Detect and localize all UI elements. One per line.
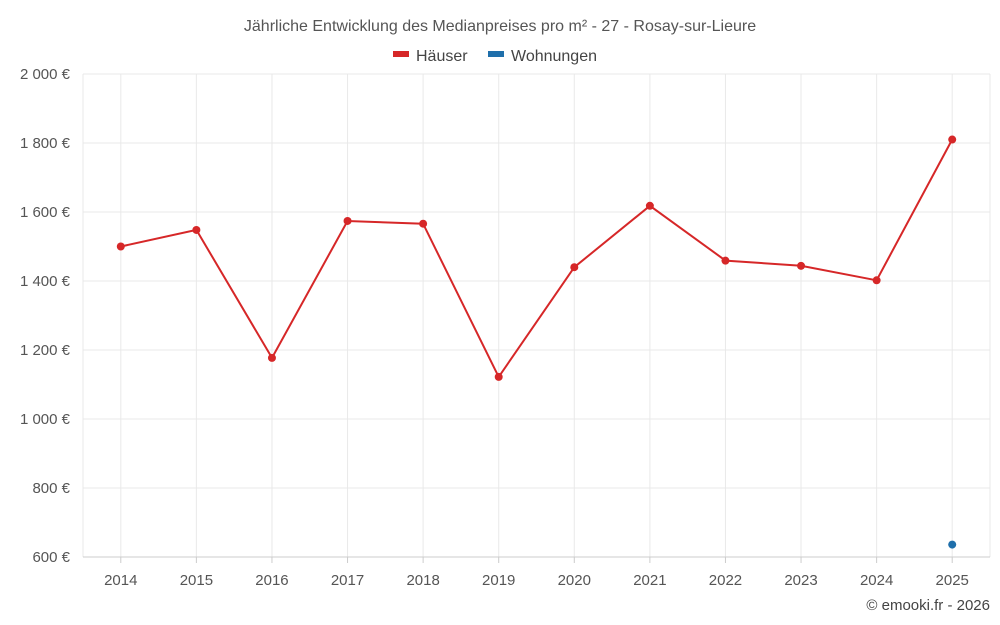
- y-tick-label: 1 400 €: [20, 273, 71, 290]
- y-tick-label: 2 000 €: [20, 66, 71, 83]
- data-point[interactable]: [797, 261, 806, 270]
- y-tick-label: 1 200 €: [20, 342, 71, 359]
- y-tick-label: 800 €: [32, 480, 70, 497]
- x-tick-label: 2018: [406, 572, 439, 589]
- series-wohnungen: [948, 540, 957, 549]
- data-point[interactable]: [645, 201, 654, 210]
- data-point[interactable]: [343, 216, 352, 225]
- series-haeuser: [116, 135, 957, 381]
- series-layer: [116, 135, 957, 549]
- series-line: [120, 139, 954, 379]
- data-point[interactable]: [948, 135, 957, 144]
- x-tick-label: 2025: [936, 572, 969, 589]
- data-point[interactable]: [419, 219, 428, 228]
- x-tick-label: 2020: [558, 572, 591, 589]
- data-point[interactable]: [872, 276, 881, 285]
- y-tick-label: 600 €: [32, 549, 70, 566]
- y-tick-label: 1 800 €: [20, 135, 71, 152]
- x-tick-label: 2017: [331, 572, 364, 589]
- data-point[interactable]: [192, 225, 201, 234]
- x-tick-label: 2016: [255, 572, 288, 589]
- x-tick-label: 2014: [104, 572, 137, 589]
- x-tick-label: 2015: [180, 572, 213, 589]
- grid: [82, 73, 991, 558]
- legend: Häuser Wohnungen: [393, 48, 597, 65]
- x-tick-label: 2024: [860, 572, 893, 589]
- data-point[interactable]: [948, 540, 957, 549]
- data-point[interactable]: [494, 372, 503, 381]
- legend-swatch: [393, 51, 409, 57]
- data-point[interactable]: [116, 242, 125, 251]
- data-point[interactable]: [267, 353, 276, 362]
- y-axis: 600 € 800 € 1 000 € 1 200 € 1 400 € 1 600 € 1 …: [20, 66, 71, 566]
- x-tick-label: 2022: [709, 572, 742, 589]
- x-tick-label: 2023: [784, 572, 817, 589]
- x-tick-label: 2019: [482, 572, 515, 589]
- legend-swatch: [488, 51, 504, 57]
- y-tick-label: 1 000 €: [20, 411, 71, 428]
- x-axis: 2014 2015 2016 2017 2018 2019 2020 2021 2022 2023…: [104, 557, 969, 589]
- legend-item[interactable]: Häuser: [416, 48, 468, 65]
- data-point[interactable]: [721, 256, 730, 265]
- legend-item[interactable]: Wohnungen: [511, 48, 597, 65]
- credit-text: © emooki.fr - 2026: [866, 597, 990, 614]
- y-tick-label: 1 600 €: [20, 204, 71, 221]
- x-tick-label: 2021: [633, 572, 666, 589]
- data-point[interactable]: [570, 263, 579, 272]
- chart-title: Jährliche Entwicklung des Medianpreises …: [244, 18, 756, 35]
